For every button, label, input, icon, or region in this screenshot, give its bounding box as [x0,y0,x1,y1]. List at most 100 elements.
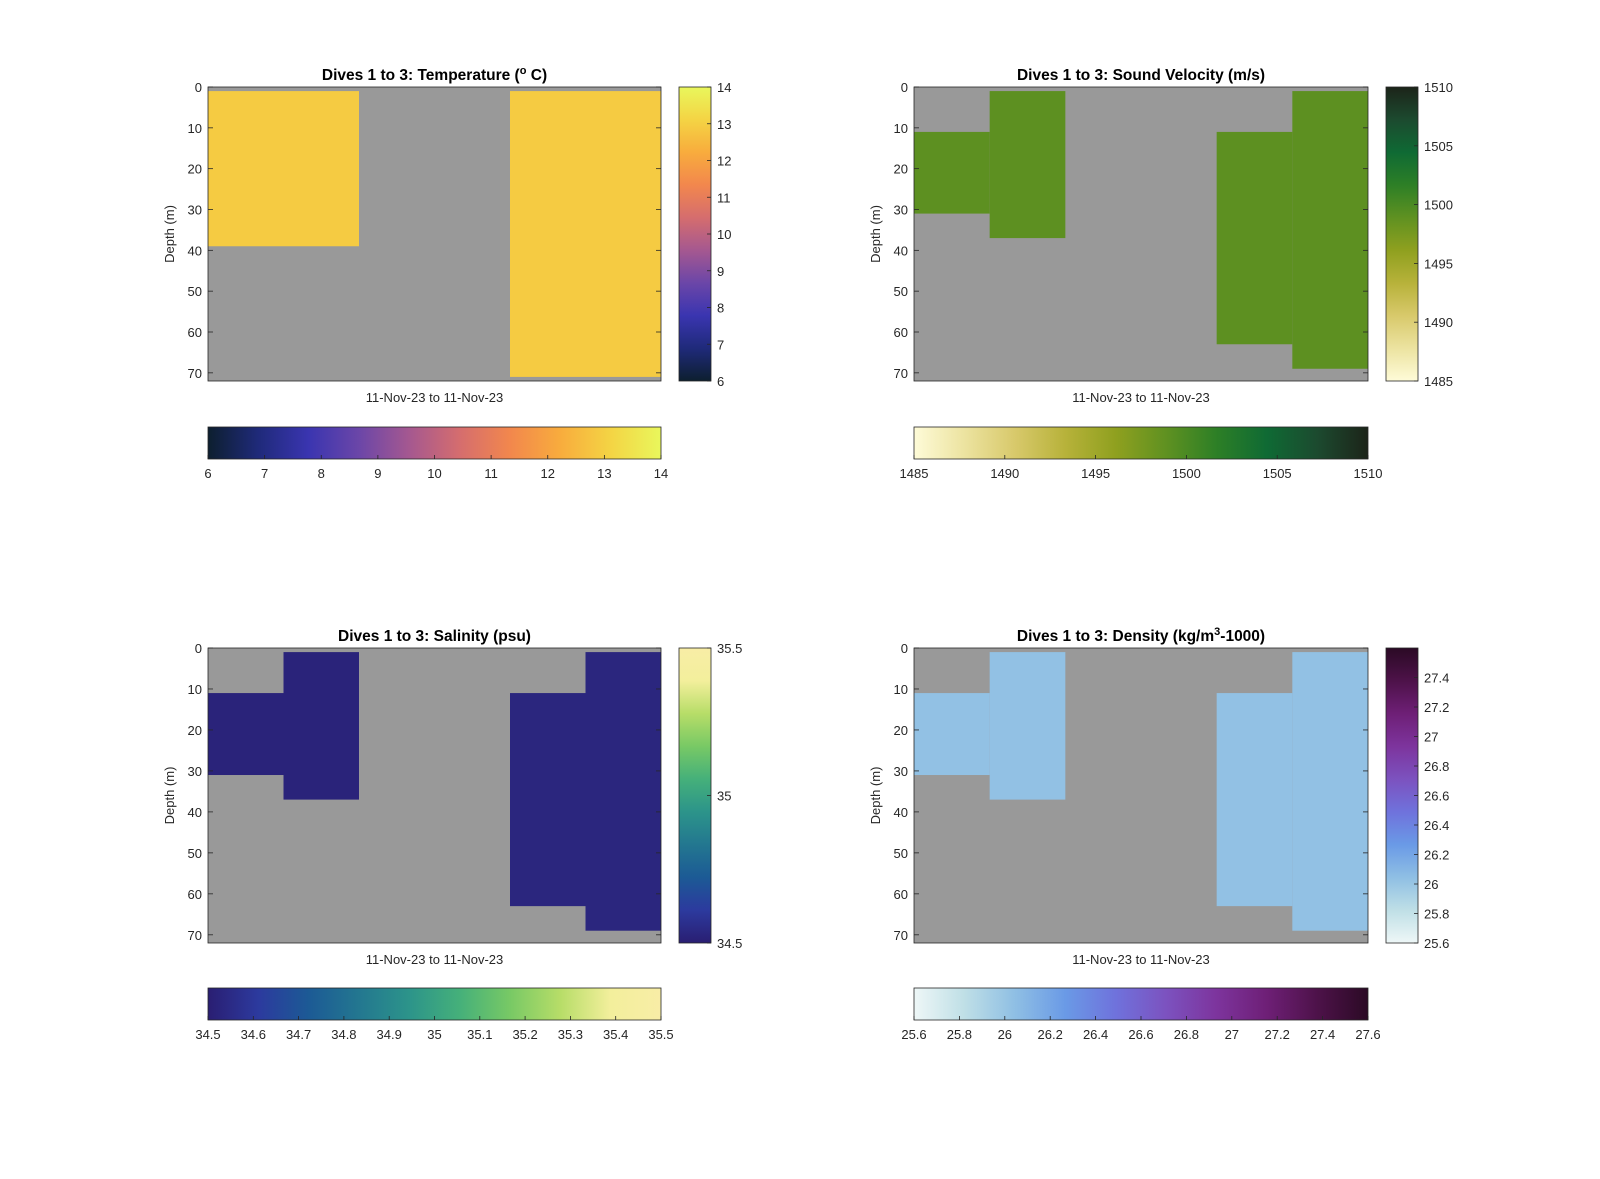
y-tick-label: 40 [894,805,908,820]
y-tick-label: 60 [894,887,908,902]
y-tick-label: 40 [894,243,908,258]
colorbar-tick-label: 25.8 [1424,907,1449,922]
y-tick-label: 20 [188,723,202,738]
hbar-tick-label: 34.9 [377,1027,402,1042]
colorbar-tick-label: 10 [717,227,731,242]
hbar-tick-label: 1500 [1172,466,1201,481]
hbar-tick-label: 35.2 [512,1027,537,1042]
heatmap-cell [1292,652,1368,931]
hbar-tick-label: 26.2 [1038,1027,1063,1042]
hbar-tick-label: 7 [261,466,268,481]
heatmap-cell [208,693,284,776]
heatmap-cell [914,131,990,214]
y-tick-label: 20 [188,162,202,177]
colorbar-tick-label: 1490 [1424,315,1453,330]
hbar-tick-label: 34.5 [195,1027,220,1042]
hbar-tick-label: 27.6 [1355,1027,1380,1042]
hbar-tick-label: 35.4 [603,1027,628,1042]
heatmap-cell [510,91,661,377]
y-tick-label: 0 [901,80,908,95]
y-tick-label: 20 [894,723,908,738]
hbar-tick-label: 6 [204,466,211,481]
chart-title: Dives 1 to 3: Sound Velocity (m/s) [1017,67,1265,84]
chart-title: Dives 1 to 3: Density (kg/m3-1000) [1017,626,1265,645]
y-tick-label: 0 [195,641,202,656]
y-tick-label: 30 [894,203,908,218]
heatmap-cell [1216,131,1293,345]
chart-title: Dives 1 to 3: Salinity (psu) [338,628,531,645]
colorbar-horizontal [207,987,662,1021]
heatmap-cell [283,652,359,800]
colorbar-vertical [678,647,712,944]
hbar-tick-label: 26.4 [1083,1027,1108,1042]
y-tick-label: 10 [894,682,908,697]
colorbar-tick-label: 26.4 [1424,818,1449,833]
y-tick-label: 60 [188,887,202,902]
colorbar-horizontal [913,426,1369,460]
colorbar-tick-label: 34.5 [717,936,742,951]
y-tick-label: 40 [188,805,202,820]
hbar-tick-label: 13 [597,466,611,481]
colorbar-vertical [1385,86,1419,382]
axes-frame [207,86,662,382]
colorbar-vertical [1385,647,1419,944]
heatmap-cell [208,91,359,247]
hbar-tick-label: 27 [1225,1027,1239,1042]
title-text: Dives 1 to 3: Density (kg/m [1017,628,1214,645]
colorbar-tick-label: 26 [1424,877,1438,892]
chart-title: Dives 1 to 3: Temperature (o C) [322,65,547,84]
hbar-tick-label: 35.5 [648,1027,673,1042]
chart-panel: 0 10 20 30 40 50 60 70 Depth (m) 11-Nov-23 to 11-… [162,628,742,1042]
colorbar-tick-label: 35 [717,789,731,804]
y-tick-label: 70 [894,928,908,943]
colorbar-tick-label: 14 [717,80,731,95]
heatmap-cell [914,693,990,776]
hbar-tick-label: 12 [541,466,555,481]
hbar-tick-label: 35.1 [467,1027,492,1042]
y-tick-label: 70 [188,366,202,381]
colorbar-tick-label: 11 [717,190,731,205]
colorbar-vertical [678,86,712,382]
hbar-tick-label: 14 [654,466,668,481]
y-axis-label: Depth (m) [868,767,883,825]
colorbar-horizontal [913,987,1369,1021]
colorbar-tick-label: 35.5 [717,641,742,656]
colorbar-tick-label: 27 [1424,730,1438,745]
colorbar-tick-label: 9 [717,264,724,279]
y-tick-label: 30 [188,203,202,218]
hbar-tick-label: 27.4 [1310,1027,1335,1042]
y-tick-label: 50 [188,284,202,299]
x-axis-label: 11-Nov-23 to 11-Nov-23 [1072,390,1210,405]
y-tick-label: 20 [894,162,908,177]
hbar-tick-label: 1495 [1081,466,1110,481]
hbar-tick-label: 11 [484,466,498,481]
axes-frame [913,86,1369,382]
y-tick-label: 10 [188,121,202,136]
colorbar-tick-label: 6 [717,374,724,389]
colorbar-tick-label: 26.6 [1424,789,1449,804]
hbar-tick-label: 34.6 [241,1027,266,1042]
colorbar-tick-label: 27.4 [1424,671,1449,686]
y-tick-label: 40 [188,243,202,258]
heatmap-cell [989,652,1066,800]
heatmap-cell [510,693,586,907]
title-text: Dives 1 to 3: Sound Velocity (m/s) [1017,67,1265,84]
colorbar-tick-label: 1495 [1424,256,1453,271]
hbar-tick-label: 1510 [1354,466,1383,481]
y-tick-label: 0 [901,641,908,656]
hbar-tick-label: 25.8 [947,1027,972,1042]
colorbar-tick-label: 26.8 [1424,759,1449,774]
y-tick-label: 50 [894,284,908,299]
title-superscript: o [520,65,527,77]
y-tick-label: 30 [188,764,202,779]
chart-panel: 0 10 20 30 40 50 60 70 Depth (m) 11-Nov-23 to 11-… [868,626,1449,1042]
hbar-tick-label: 10 [427,466,441,481]
y-tick-label: 10 [894,121,908,136]
colorbar-tick-label: 25.6 [1424,936,1449,951]
title-superscript: 3 [1214,626,1220,638]
colorbar-tick-label: 1510 [1424,80,1453,95]
heatmap-cell [989,91,1066,239]
colorbar-tick-label: 26.2 [1424,848,1449,863]
y-tick-label: 70 [894,366,908,381]
